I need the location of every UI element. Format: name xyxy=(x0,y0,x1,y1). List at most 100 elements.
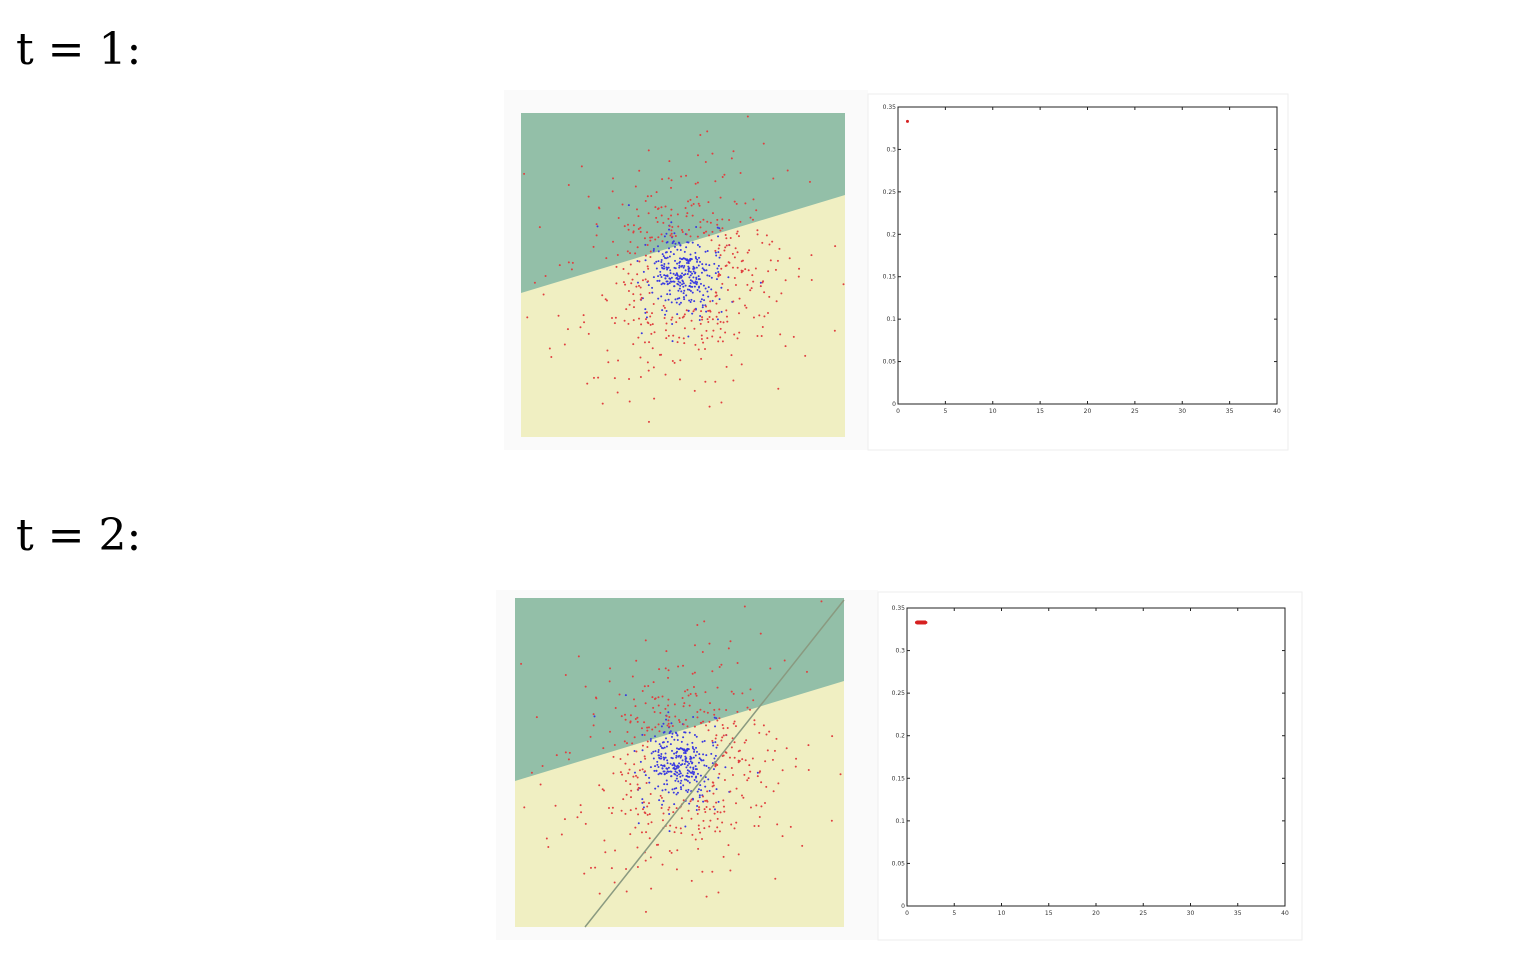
red-point xyxy=(769,667,772,670)
blue-point xyxy=(681,258,684,261)
red-point xyxy=(630,789,633,792)
blue-point xyxy=(698,753,701,756)
blue-point xyxy=(674,274,677,277)
red-point xyxy=(641,690,644,693)
blue-point xyxy=(640,332,643,335)
blue-point xyxy=(700,789,703,792)
blue-point xyxy=(680,755,683,758)
red-point xyxy=(656,207,659,210)
red-point xyxy=(594,696,597,699)
red-point xyxy=(753,824,756,827)
blue-point xyxy=(676,771,679,774)
blue-point xyxy=(666,256,669,259)
red-point xyxy=(685,174,688,177)
red-point xyxy=(657,723,660,726)
red-point xyxy=(632,775,635,778)
red-point xyxy=(703,620,706,623)
blue-point xyxy=(686,764,689,767)
blue-point xyxy=(685,246,688,249)
blue-point xyxy=(678,257,681,260)
blue-point xyxy=(669,743,672,746)
blue-point xyxy=(712,768,715,771)
red-point xyxy=(701,838,704,841)
red-point xyxy=(640,831,643,834)
blue-point xyxy=(694,768,697,771)
blue-point xyxy=(658,799,661,802)
blue-point xyxy=(682,784,685,787)
blue-point xyxy=(689,289,692,292)
red-point xyxy=(625,890,628,893)
red-point xyxy=(748,764,751,767)
red-point xyxy=(656,220,659,223)
blue-point xyxy=(705,269,708,272)
red-point xyxy=(570,268,573,271)
blue-point xyxy=(683,751,686,754)
red-point xyxy=(725,708,728,711)
blue-point xyxy=(675,767,678,770)
blue-point xyxy=(665,745,668,748)
red-point xyxy=(571,261,574,264)
red-point xyxy=(762,142,765,145)
red-point xyxy=(628,303,631,306)
y-tick-label: 0.25 xyxy=(892,690,906,697)
red-point xyxy=(683,342,686,345)
red-point xyxy=(509,958,511,960)
red-point xyxy=(725,315,728,318)
blue-point xyxy=(711,741,714,744)
red-point xyxy=(730,746,733,749)
blue-point xyxy=(664,752,667,755)
blue-point xyxy=(712,744,715,747)
red-point xyxy=(711,870,714,873)
blue-point xyxy=(679,782,682,785)
blue-point xyxy=(663,274,666,277)
blue-point xyxy=(659,745,662,748)
blue-point xyxy=(668,282,671,285)
red-point xyxy=(652,706,655,709)
red-point xyxy=(671,724,674,727)
blue-point xyxy=(674,242,677,245)
blue-point xyxy=(702,294,705,297)
red-point xyxy=(761,241,764,244)
red-point xyxy=(765,785,768,788)
red-point xyxy=(729,790,732,793)
red-point xyxy=(635,807,638,810)
red-point xyxy=(719,229,722,232)
red-point xyxy=(724,331,727,334)
red-point xyxy=(807,744,810,747)
blue-point xyxy=(676,274,679,277)
red-point xyxy=(746,115,749,118)
red-point xyxy=(690,204,693,207)
red-point xyxy=(728,756,731,759)
red-point xyxy=(594,866,597,869)
red-point xyxy=(512,468,514,470)
red-point xyxy=(661,695,664,698)
red-point xyxy=(667,704,670,707)
red-point xyxy=(801,844,804,847)
red-point xyxy=(643,685,646,688)
blue-point xyxy=(673,752,676,755)
red-point xyxy=(705,895,708,898)
red-point xyxy=(810,254,813,257)
red-point xyxy=(716,810,719,813)
red-point xyxy=(726,288,729,291)
red-point xyxy=(560,833,563,836)
blue-point xyxy=(717,800,720,803)
blue-point xyxy=(688,288,691,291)
blue-point xyxy=(715,717,718,720)
blue-point xyxy=(704,785,707,788)
red-point xyxy=(696,624,699,627)
red-point xyxy=(644,757,647,760)
blue-point xyxy=(665,232,668,235)
blue-point xyxy=(704,287,707,290)
red-point xyxy=(703,710,706,713)
y-tick-label: 0.3 xyxy=(895,648,905,655)
red-point xyxy=(613,322,616,325)
red-point xyxy=(646,740,649,743)
red-point xyxy=(711,670,714,673)
red-point xyxy=(624,779,627,782)
red-point xyxy=(711,781,714,784)
red-point xyxy=(719,336,722,339)
red-point xyxy=(647,322,650,325)
red-point xyxy=(697,847,700,850)
red-point xyxy=(685,309,688,312)
